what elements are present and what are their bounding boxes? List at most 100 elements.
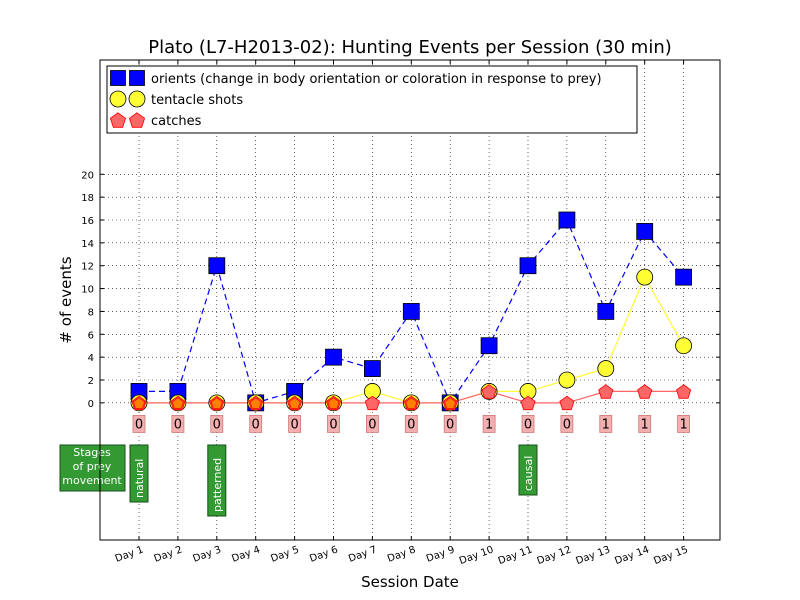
x-tick-label: Day 5: [269, 544, 300, 564]
catches-point: [520, 395, 536, 411]
tentacle-shots-point: [636, 268, 654, 286]
catch-count-label: 0: [213, 417, 221, 432]
catch-count-label: 1: [602, 417, 610, 432]
x-tick-label: Day 2: [153, 544, 184, 564]
y-tick-label: 18: [81, 193, 94, 204]
legend-orients-marker: [110, 70, 126, 86]
x-axis-title: Session Date: [361, 573, 459, 591]
orients-point: [675, 268, 692, 286]
catch-count-box: [560, 415, 574, 433]
catches-point: [598, 384, 614, 399]
catches-point-overlap: [210, 397, 223, 409]
x-tick-label: Day 14: [613, 544, 650, 567]
catch-count-box: [365, 415, 379, 433]
catches-point-overlap: [444, 397, 457, 409]
y-tick-label: 16: [81, 216, 94, 227]
catches-point: [364, 395, 380, 411]
legend-label: orients (change in body orientation or c…: [151, 72, 602, 87]
x-tick-label: Day 6: [308, 544, 339, 564]
y-tick-label: 14: [81, 239, 94, 250]
tentacle-shots-point: [597, 360, 615, 377]
catch-count-box: [288, 415, 302, 433]
x-tick-label: Day 4: [230, 544, 261, 564]
catch-count-label: 1: [485, 417, 493, 432]
catch-count-label: 1: [641, 417, 649, 432]
catch-count-label: 0: [524, 417, 532, 432]
catch-count-box: [599, 415, 613, 433]
catches-point-overlap: [405, 397, 418, 409]
stage-box-patterned: [207, 444, 227, 517]
catches-point-overlap: [132, 397, 146, 409]
orients-point: [363, 360, 381, 377]
catch-count-box: [638, 415, 652, 433]
stage-label-causal: causal: [522, 456, 535, 491]
x-tick-label: Day 13: [575, 544, 612, 567]
catch-count-label: 0: [290, 417, 298, 432]
legend-catches-marker: [109, 112, 127, 128]
x-tick-label: Day 8: [386, 544, 417, 564]
orients-point: [208, 257, 226, 275]
x-tick-label: Day 3: [192, 544, 223, 564]
y-tick-label: 10: [81, 285, 94, 296]
legend-orients-marker: [129, 70, 145, 86]
catch-count-box: [171, 415, 185, 433]
catch-count-box: [327, 415, 340, 433]
stage-box-causal: [518, 444, 538, 496]
orients-point: [402, 303, 420, 320]
catch-count-box: [404, 415, 418, 433]
catch-count-box: [249, 415, 263, 433]
catches-point: [559, 395, 575, 411]
tentacle-shots-point: [675, 337, 692, 355]
legend-tentacle-shots-marker: [128, 90, 146, 108]
legend-tentacle-shots-marker: [109, 90, 127, 108]
y-tick-label: 20: [81, 170, 94, 181]
catches-point-overlap: [171, 397, 185, 409]
x-tick-label: Day 1: [114, 544, 145, 564]
orients-point: [636, 223, 654, 240]
catch-count-label: 0: [446, 417, 454, 432]
y-axis-title: # of events: [57, 256, 75, 343]
catch-count-label: 0: [368, 417, 376, 432]
plot-background: [100, 60, 720, 540]
plot-area: [100, 60, 720, 540]
x-tick-label: Day 10: [458, 544, 495, 567]
stages-title-box: [59, 444, 126, 492]
x-tick-label: Day 11: [497, 544, 534, 567]
plot-frame: [99, 59, 721, 541]
catch-count-labels: 0 0 0 0 0 0 0 0 0 1 0 0 1 1 1: [132, 415, 690, 433]
y-tick-label: 8: [88, 307, 94, 318]
y-tick-label: 0: [88, 399, 94, 410]
x-tick-label: Day 12: [536, 544, 573, 567]
orients-point: [480, 337, 498, 355]
catches-point: [481, 384, 497, 399]
x-tick-label: Day 9: [425, 544, 456, 564]
catch-count-label: 0: [252, 417, 260, 432]
legend-label: catches: [151, 114, 202, 129]
orients-point: [558, 211, 576, 229]
chart-title: Plato (L7-H2013-02): Hunting Events per …: [148, 37, 672, 58]
catch-count-box: [482, 415, 496, 433]
y-tick-label: 2: [88, 376, 94, 387]
x-tick-label: Day 15: [652, 544, 689, 567]
orients-point: [325, 348, 342, 366]
catch-count-label: 0: [174, 417, 182, 432]
series-layer: [130, 211, 692, 412]
legend-label: tentacle shots: [151, 93, 243, 108]
catch-count-box: [210, 415, 224, 433]
legend-box: [106, 65, 638, 134]
catches-point-overlap: [327, 397, 340, 409]
x-tick-label: Day 7: [347, 544, 378, 564]
catch-count-label: 0: [329, 417, 337, 432]
stage-box-natural: [129, 444, 149, 503]
legend-catches-marker: [128, 112, 146, 128]
orients-point: [519, 257, 537, 275]
catch-count-box: [677, 415, 690, 433]
legend: orients (change in body orientation or c…: [106, 65, 638, 134]
catch-count-box: [443, 415, 457, 433]
catches-point: [676, 384, 692, 399]
catch-count-label: 0: [135, 417, 143, 432]
y-tick-label: 6: [88, 330, 94, 341]
stages-title-text: Stages of prey movement: [62, 446, 122, 487]
catch-count-label: 0: [407, 417, 415, 432]
